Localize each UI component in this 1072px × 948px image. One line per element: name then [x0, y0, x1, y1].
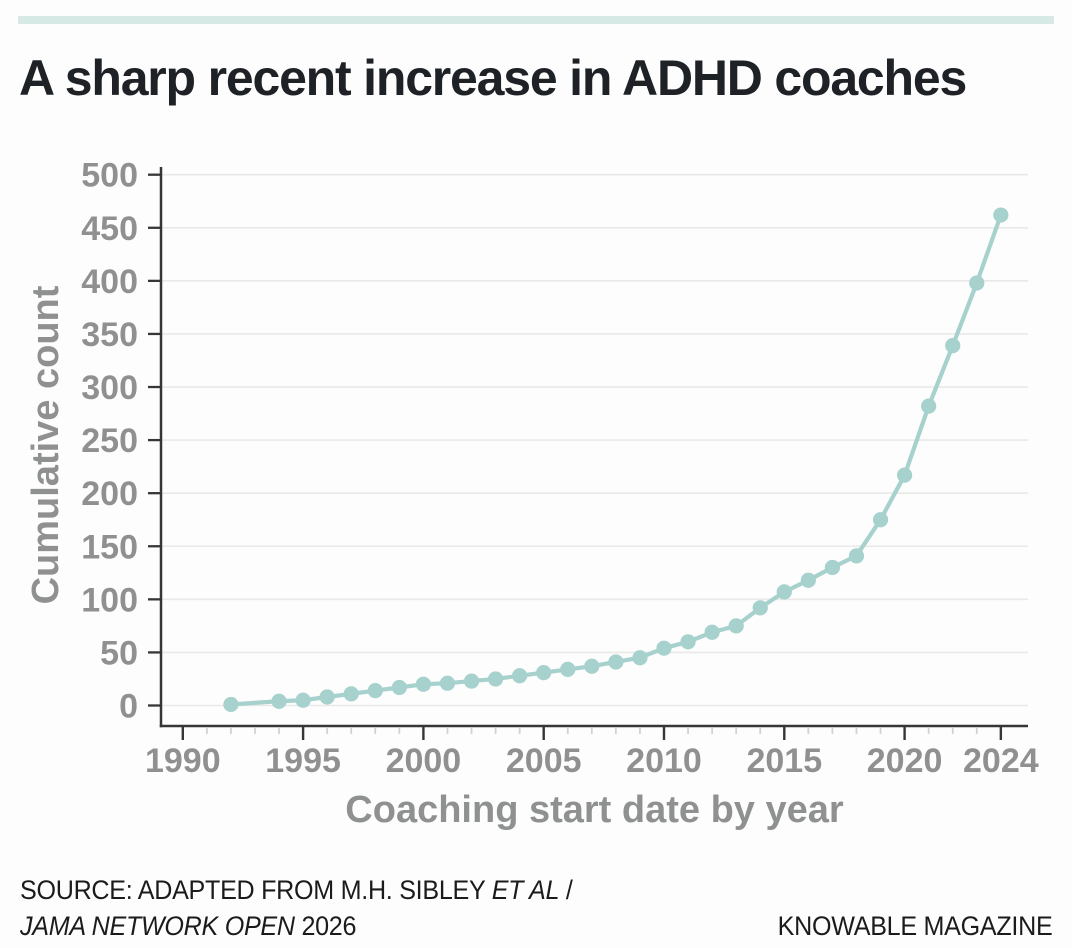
data-point [536, 664, 552, 681]
data-point [319, 689, 335, 705]
data-point [632, 650, 648, 666]
y-tick-label: 200 [81, 475, 138, 513]
y-tick-label: 100 [81, 581, 138, 619]
data-point [584, 658, 600, 674]
data-point [487, 671, 504, 687]
y-tick-label: 150 [81, 528, 138, 566]
chart-title: A sharp recent increase in ADHD coaches [19, 50, 967, 106]
data-point [608, 654, 624, 670]
accent-bar [18, 16, 1054, 24]
data-point [391, 679, 407, 696]
y-axis-title: Cumulative count [25, 285, 67, 604]
data-point [752, 600, 768, 616]
data-point [776, 584, 792, 600]
x-tick-label: 1995 [265, 742, 341, 780]
data-point [897, 467, 913, 483]
data-point [680, 634, 696, 650]
data-point [969, 275, 985, 291]
y-tick-label: 300 [81, 369, 138, 407]
source-attribution: SOURCE: ADAPTED FROM M.H. SIBLEY ET AL /… [20, 872, 573, 944]
data-point [824, 559, 841, 576]
data-point [872, 512, 889, 528]
data-point [367, 683, 383, 699]
x-tick-label: 2015 [746, 742, 822, 780]
data-point [223, 696, 239, 713]
data-point [560, 661, 576, 678]
data-point [993, 207, 1009, 223]
data-point [945, 338, 961, 354]
data-point [656, 640, 672, 656]
data-point [271, 693, 287, 709]
x-axis-title: Coaching start date by year [345, 789, 844, 831]
data-point [800, 572, 816, 588]
source-line-2: JAMA NETWORK OPEN 2026 [20, 911, 357, 941]
x-tick-label: 2020 [867, 742, 943, 780]
x-tick-label: 2000 [386, 742, 462, 780]
data-point [295, 692, 311, 708]
source-line-1: SOURCE: ADAPTED FROM M.H. SIBLEY ET AL / [20, 875, 573, 905]
data-line [228, 212, 1003, 707]
data-point [728, 618, 744, 634]
y-tick-label: 450 [81, 210, 138, 248]
x-tick-label: 2024 [963, 742, 1039, 780]
y-tick-label: 0 [119, 688, 138, 726]
x-tick-label: 2005 [506, 742, 582, 780]
data-point [415, 676, 431, 692]
data-point [439, 675, 456, 691]
data-point [921, 398, 937, 414]
data-point [848, 548, 865, 564]
y-tick-label: 50 [100, 634, 138, 672]
x-tick-label: 2010 [626, 742, 702, 780]
data-point [704, 624, 720, 640]
publisher-credit: KNOWABLE MAGAZINE [777, 911, 1052, 941]
y-tick-label: 250 [81, 422, 138, 460]
y-tick-label: 500 [81, 157, 138, 195]
data-point [343, 686, 359, 702]
y-tick-label: 400 [81, 263, 138, 301]
data-point [463, 673, 480, 689]
y-tick-label: 350 [81, 316, 138, 354]
data-point [512, 668, 528, 684]
x-tick-label: 1990 [145, 742, 221, 780]
